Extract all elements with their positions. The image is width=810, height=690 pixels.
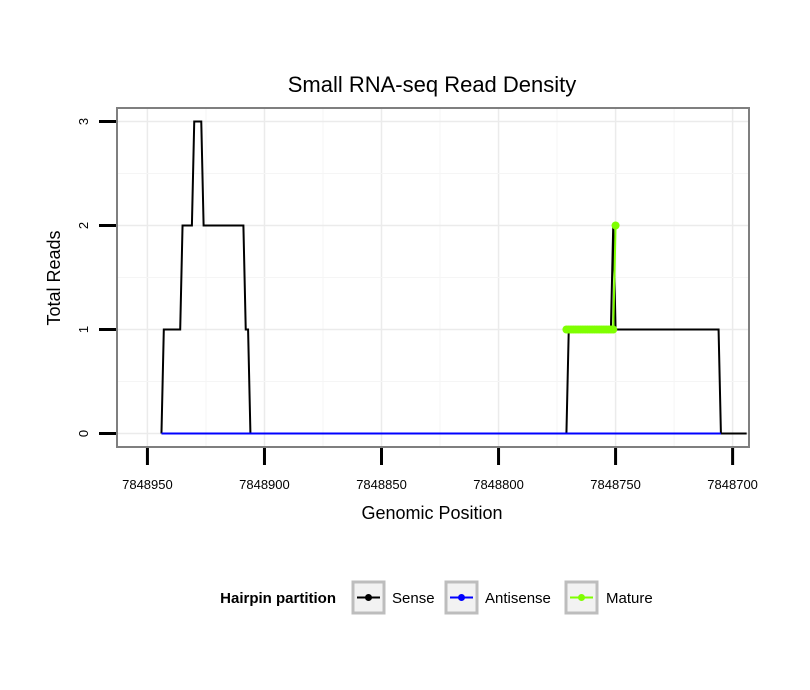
x-axis-label: Genomic Position [361, 503, 502, 523]
data-point-mature [609, 325, 618, 334]
y-tick-label: 2 [76, 222, 91, 229]
y-tick-label: 0 [76, 430, 91, 437]
y-axis: 0 1 2 3 [76, 118, 116, 437]
data-point-mature [611, 221, 620, 230]
legend-title: Hairpin partition [220, 590, 336, 607]
x-tick-label: 7848800 [473, 477, 524, 492]
legend-label-sense: Sense [392, 590, 435, 607]
x-tick-label: 7848750 [590, 477, 641, 492]
legend-key-point-sense [365, 594, 372, 601]
y-tick-label: 3 [76, 118, 91, 125]
plot-panel-border [116, 107, 750, 448]
legend-label-mature: Mature [606, 590, 653, 607]
x-tick-label: 7848850 [356, 477, 407, 492]
y-tick-label: 1 [76, 326, 91, 333]
chart-title: Small RNA-seq Read Density [288, 72, 577, 97]
legend: Hairpin partition Sense Antisense Mature [220, 580, 653, 615]
y-axis-label: Total Reads [44, 230, 64, 325]
x-tick-label: 7848950 [122, 477, 173, 492]
x-axis: 7848950 7848900 7848850 7848800 7848750 78487… [122, 448, 758, 492]
x-tick-label: 7848700 [707, 477, 758, 492]
legend-key-point-antisense [458, 594, 465, 601]
legend-key-point-mature [578, 594, 585, 601]
x-tick-label: 7848900 [239, 477, 290, 492]
series-layer [160, 120, 747, 435]
legend-label-antisense: Antisense [485, 590, 551, 607]
legend-items: Sense Antisense Mature [351, 580, 653, 615]
